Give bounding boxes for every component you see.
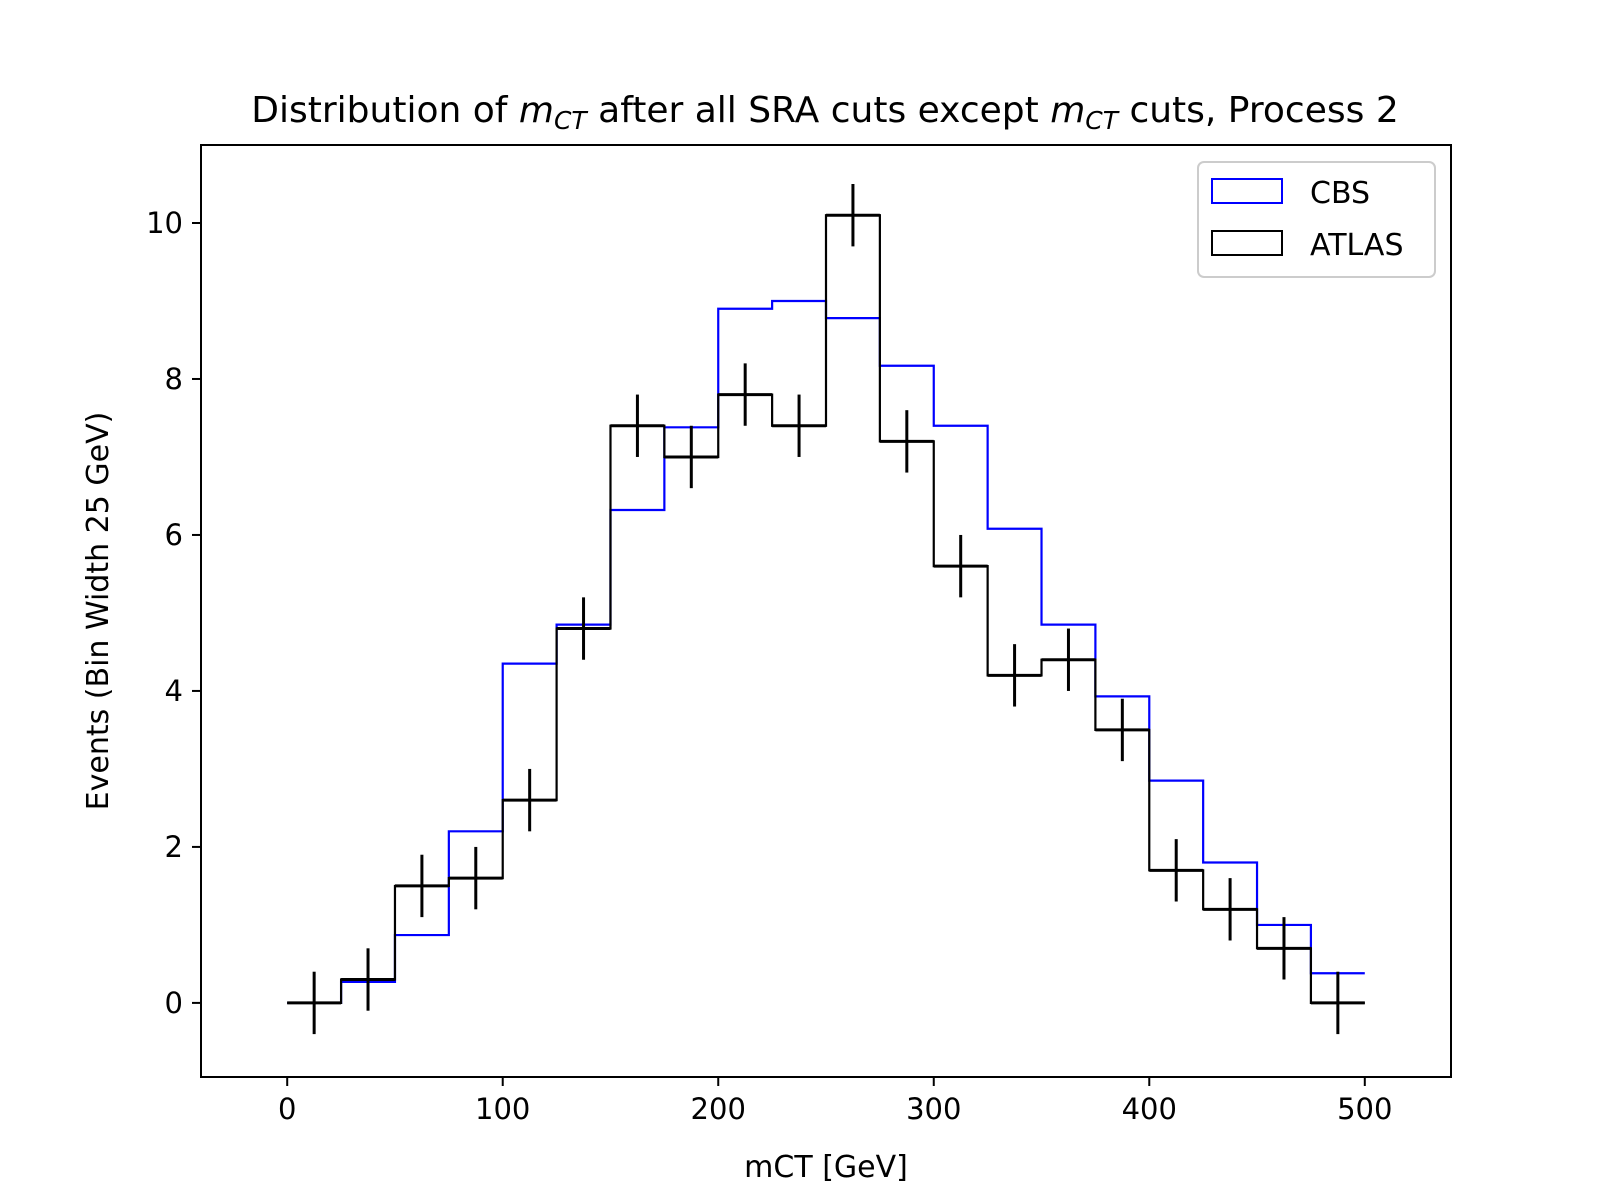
x-tick-label: 300 xyxy=(906,1092,961,1126)
x-tick-label: 500 xyxy=(1337,1092,1392,1126)
plot-frame xyxy=(200,144,1452,1078)
y-tick-label: 4 xyxy=(165,674,183,708)
y-tick-label: 2 xyxy=(165,830,183,864)
legend: CBS ATLAS xyxy=(1197,161,1436,278)
title-suffix: cuts, Process 2 xyxy=(1118,90,1399,131)
y-tick-label: 0 xyxy=(165,986,183,1020)
title-prefix: Distribution of xyxy=(251,90,519,131)
x-tick-label: 0 xyxy=(278,1092,296,1126)
y-axis-label: Events (Bin Width 25 GeV) xyxy=(81,412,116,811)
y-tick-label: 8 xyxy=(165,362,183,396)
legend-swatch-cbs xyxy=(1211,178,1283,204)
title-var2: m xyxy=(1050,90,1085,131)
legend-swatch-atlas xyxy=(1211,230,1283,256)
chart-title: Distribution of mCT after all SRA cuts e… xyxy=(251,90,1398,135)
x-tick-label: 400 xyxy=(1122,1092,1177,1126)
x-tick-label: 200 xyxy=(691,1092,746,1126)
x-axis-label: mCT [GeV] xyxy=(744,1150,908,1185)
atlas-step-line xyxy=(287,214,1365,1005)
legend-box xyxy=(1197,161,1436,278)
legend-label-atlas: ATLAS xyxy=(1310,228,1404,263)
x-tick-label: 100 xyxy=(475,1092,530,1126)
title-var1: m xyxy=(519,90,554,131)
y-tick-label: 6 xyxy=(165,518,183,552)
legend-label-cbs: CBS xyxy=(1310,176,1370,211)
title-var1-sub: CT xyxy=(554,106,588,135)
title-var2-sub: CT xyxy=(1085,106,1119,135)
title-middle: after all SRA cuts except xyxy=(587,90,1051,131)
series-layer xyxy=(287,183,1365,1035)
ticks-layer: 0 100 200 300 400 500 0 2 4 6 8 10 xyxy=(146,206,1392,1126)
y-tick-label: 10 xyxy=(146,206,183,240)
